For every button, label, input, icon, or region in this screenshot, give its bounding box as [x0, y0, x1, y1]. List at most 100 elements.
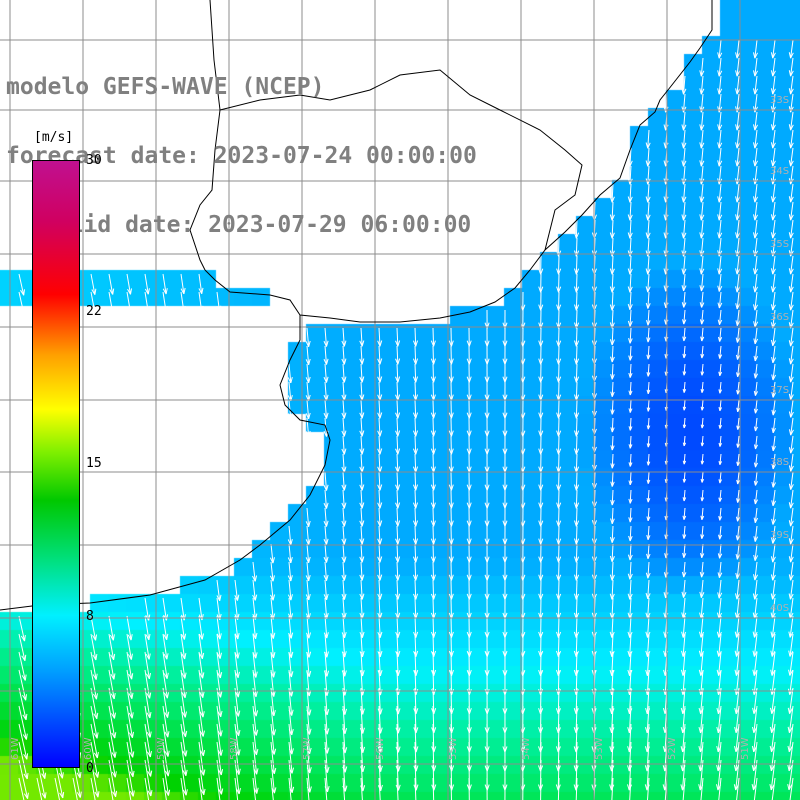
wind-vector-icon [538, 543, 544, 563]
wind-vector-icon [788, 327, 794, 347]
wind-vector-icon [610, 453, 615, 469]
wind-vector-icon [377, 399, 383, 419]
wind-vector-icon [502, 381, 508, 401]
wind-vector-icon [736, 435, 740, 448]
wind-vector-icon [305, 561, 311, 582]
wind-vector-icon [538, 579, 544, 600]
wind-vector-icon [718, 381, 723, 394]
wind-vector-icon [787, 705, 794, 733]
wind-vector-icon [359, 417, 365, 437]
wind-vector-icon [234, 597, 240, 620]
wind-vector-icon [252, 777, 256, 800]
wind-vector-icon [180, 705, 188, 738]
wind-vector-icon [682, 525, 687, 539]
wind-vector-icon [646, 435, 651, 448]
wind-vector-icon [448, 489, 454, 509]
wind-vector-icon [788, 201, 794, 221]
wind-vector-icon [682, 309, 687, 325]
longitude-label: 57W [302, 737, 313, 760]
wind-vector-icon [752, 255, 759, 275]
wind-vector-icon [395, 327, 401, 347]
wind-vector-icon [788, 39, 794, 59]
wind-vector-icon [18, 669, 27, 701]
wind-vector-icon [305, 399, 311, 419]
colorbar-tick-0: 0 [86, 761, 94, 776]
wind-vector-icon [788, 453, 794, 472]
wind-vector-icon [323, 507, 329, 527]
wind-vector-icon [162, 687, 170, 718]
wind-vector-icon [771, 435, 776, 452]
wind-vector-icon [700, 543, 705, 558]
wind-vector-icon [90, 723, 99, 759]
wind-vector-icon [126, 687, 134, 719]
wind-vector-icon [430, 525, 436, 545]
wind-vector-icon [574, 345, 580, 365]
model-name: modelo GEFS-WAVE (NCEP) [6, 74, 325, 100]
wind-vector-icon [305, 507, 311, 527]
wind-vector-icon [162, 291, 168, 313]
wind-vector-icon [502, 435, 508, 455]
wind-vector-icon [466, 417, 472, 437]
wind-vector-icon [717, 93, 723, 113]
wind-vector-icon [306, 777, 310, 800]
wind-vector-icon [18, 687, 28, 721]
wind-vector-icon [18, 615, 26, 642]
wind-vector-icon [395, 543, 401, 563]
wind-vector-icon [395, 453, 401, 473]
wind-vector-icon [341, 435, 347, 455]
wind-vector-icon [627, 309, 633, 327]
wind-vector-icon [430, 579, 436, 600]
wind-vector-icon [430, 381, 436, 401]
wind-vector-icon [484, 381, 490, 401]
wind-vector-icon [627, 543, 633, 561]
wind-vector-icon [627, 219, 633, 239]
wind-vector-icon [448, 381, 454, 401]
wind-vector-icon [486, 777, 488, 800]
wind-vector-icon [645, 597, 651, 619]
wind-vector-icon [752, 129, 759, 149]
wind-vector-icon [484, 507, 490, 527]
wind-vector-icon [502, 561, 508, 581]
wind-vector-icon [574, 507, 580, 527]
wind-vector-icon [466, 453, 472, 473]
wind-vector-icon [538, 471, 544, 491]
latitude-label: 35S [770, 239, 789, 250]
wind-vector-icon [681, 597, 687, 619]
wind-vector-icon [430, 471, 436, 491]
wind-vector-icon [412, 381, 419, 401]
wind-vector-icon [681, 129, 687, 149]
wind-vector-icon [502, 525, 508, 545]
wind-vector-icon [717, 291, 723, 309]
wind-vector-icon [180, 273, 186, 295]
wind-vector-icon [412, 507, 419, 527]
wind-vector-icon [574, 219, 580, 239]
wind-vector-icon [735, 273, 741, 293]
wind-vector-icon [717, 129, 723, 149]
wind-vector-icon [466, 435, 472, 455]
wind-vector-icon [609, 219, 615, 239]
wind-vector-icon [466, 543, 472, 563]
wind-vector-icon [556, 597, 562, 619]
wind-vector-icon [717, 543, 723, 559]
wind-vector-icon [717, 219, 723, 239]
wind-vector-icon [323, 327, 329, 347]
wind-vector-icon [556, 435, 562, 455]
wind-vector-icon [718, 345, 723, 359]
wind-vector-icon [700, 777, 704, 800]
wind-vector-icon [108, 741, 117, 778]
wind-vector-icon [448, 399, 454, 419]
wind-vector-icon [430, 345, 436, 365]
wind-vector-icon [413, 615, 419, 638]
wind-vector-icon [735, 219, 741, 239]
wind-vector-icon [269, 561, 275, 582]
wind-vector-icon [788, 525, 794, 545]
wind-vector-icon [700, 471, 705, 483]
wind-vector-icon [770, 327, 776, 347]
wind-vector-icon [377, 579, 383, 600]
wind-vector-icon [736, 489, 741, 503]
wind-vector-icon [90, 687, 99, 720]
wind-vector-icon [753, 399, 758, 414]
wind-vector-icon [556, 561, 562, 581]
wind-vector-icon [484, 399, 490, 419]
